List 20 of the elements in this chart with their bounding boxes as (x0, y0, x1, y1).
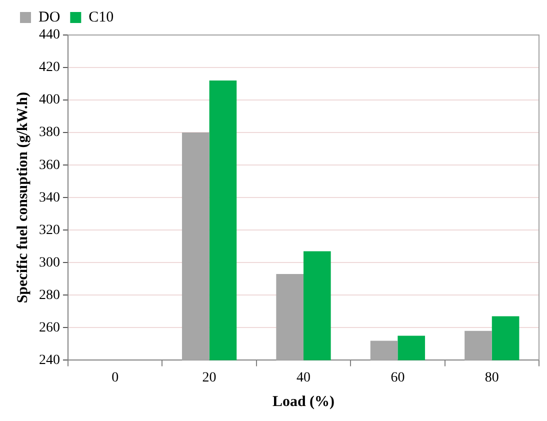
y-tick-label: 400 (39, 92, 60, 108)
x-tick-label: 80 (484, 370, 499, 386)
y-tick-label: 300 (39, 255, 60, 270)
y-tick-label: 260 (39, 320, 60, 336)
y-tick-label: 360 (39, 158, 60, 173)
y-axis-title: Specific fuel consuption (g/kW.h) (14, 92, 31, 304)
y-tick-label: 440 (39, 28, 60, 43)
y-tick-label: 320 (39, 222, 60, 238)
x-tick-label: 0 (112, 370, 119, 386)
y-tick-label: 240 (39, 352, 60, 368)
x-tick-label: 60 (390, 370, 405, 386)
y-tick-label: 420 (39, 60, 60, 76)
y-tick-label: 380 (39, 125, 60, 140)
y-tick-label: 340 (39, 190, 60, 206)
y-tick-label: 280 (39, 288, 60, 303)
legend-label: DO (38, 9, 60, 26)
x-axis-title: Load (%) (272, 394, 335, 410)
x-tick-label: 20 (202, 370, 216, 386)
x-tick-label: 40 (296, 370, 310, 386)
legend-label: C10 (88, 9, 114, 26)
